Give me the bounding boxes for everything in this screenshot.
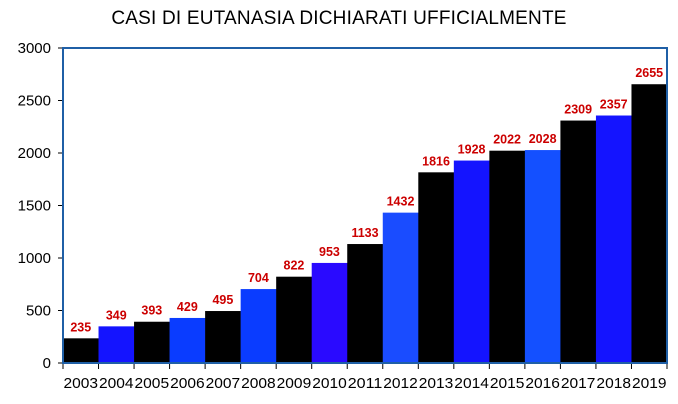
data-label-2007: 495 — [212, 293, 233, 307]
x-tick-label: 2012 — [383, 375, 418, 392]
bar-2018 — [595, 115, 632, 363]
x-tick-label: 2005 — [135, 375, 170, 392]
x-tick-label: 2007 — [206, 375, 241, 392]
bar-2011 — [347, 244, 384, 363]
x-tick-label: 2017 — [561, 375, 596, 392]
bar-2016 — [524, 150, 561, 363]
bar-2003 — [63, 338, 99, 363]
x-tick-label: 2014 — [454, 375, 489, 392]
chart-title: CASI DI EUTANASIA DICHIARATI UFFICIALMEN… — [111, 8, 567, 29]
bar-2010 — [311, 262, 348, 363]
data-label-2009: 822 — [284, 259, 305, 273]
data-label-2010: 953 — [319, 245, 340, 259]
x-tick-label: 2003 — [64, 375, 99, 392]
y-tick-label: 1500 — [18, 198, 51, 215]
bar-2005 — [134, 321, 170, 363]
data-label-2012: 1432 — [387, 195, 415, 209]
y-tick-label: 0 — [43, 355, 51, 372]
data-labels: 235 349 393 429 495 704 822 953 1133 1432 1816 1928… — [70, 66, 663, 334]
bar-2019 — [631, 84, 668, 363]
bar-2009 — [276, 276, 313, 363]
bar-2017 — [560, 120, 597, 364]
data-label-2018: 2357 — [600, 98, 628, 112]
data-label-2017: 2309 — [564, 103, 592, 117]
data-label-2008: 704 — [248, 271, 269, 285]
y-tick-label: 2500 — [18, 93, 51, 110]
x-tick-label: 2015 — [490, 375, 525, 392]
x-tick-label: 2018 — [596, 375, 631, 392]
bar-2014 — [453, 160, 490, 363]
x-tick-label: 2019 — [632, 375, 667, 392]
x-tick-label: 2013 — [419, 375, 454, 392]
bar-2015 — [489, 150, 526, 363]
y-tick-label: 3000 — [18, 40, 51, 57]
data-label-2015: 2022 — [493, 133, 521, 147]
bar-2007 — [205, 311, 241, 363]
x-tick-label: 2016 — [525, 375, 560, 392]
y-axis: 0 500 1000 1500 2000 2500 3000 — [18, 40, 63, 372]
data-label-2013: 1816 — [422, 154, 450, 168]
data-label-2016: 2028 — [529, 132, 557, 146]
y-tick-label: 2000 — [18, 145, 51, 162]
bar-2008 — [240, 289, 277, 363]
y-tick-label: 1000 — [18, 250, 51, 267]
data-label-2004: 349 — [106, 308, 127, 322]
y-tick-label: 500 — [26, 303, 51, 320]
data-label-2011: 1133 — [351, 226, 378, 240]
x-tick-label: 2009 — [277, 375, 312, 392]
bar-2006 — [169, 317, 206, 363]
x-tick-label: 2004 — [99, 375, 134, 392]
x-tick-label: 2011 — [348, 375, 383, 392]
x-axis: 2003 2004 2005 2006 2007 2008 2009 2010 2011 2012… — [62, 363, 668, 392]
bar-series — [63, 84, 668, 364]
bar-2004 — [98, 326, 135, 363]
data-label-2019: 2655 — [635, 66, 663, 80]
data-label-2003: 235 — [70, 320, 91, 334]
bar-2012 — [382, 212, 419, 363]
x-tick-label: 2008 — [241, 375, 276, 392]
data-label-2005: 393 — [141, 304, 162, 318]
x-tick-label: 2010 — [312, 375, 347, 392]
data-label-2006: 429 — [177, 300, 198, 314]
bar-2013 — [418, 172, 455, 363]
x-tick-label: 2006 — [170, 375, 205, 392]
data-label-2014: 1928 — [458, 143, 486, 157]
plot-frame — [62, 47, 668, 364]
